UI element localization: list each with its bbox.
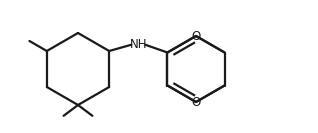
Text: NH: NH xyxy=(129,38,147,51)
Text: O: O xyxy=(191,95,201,109)
Text: O: O xyxy=(191,30,201,43)
